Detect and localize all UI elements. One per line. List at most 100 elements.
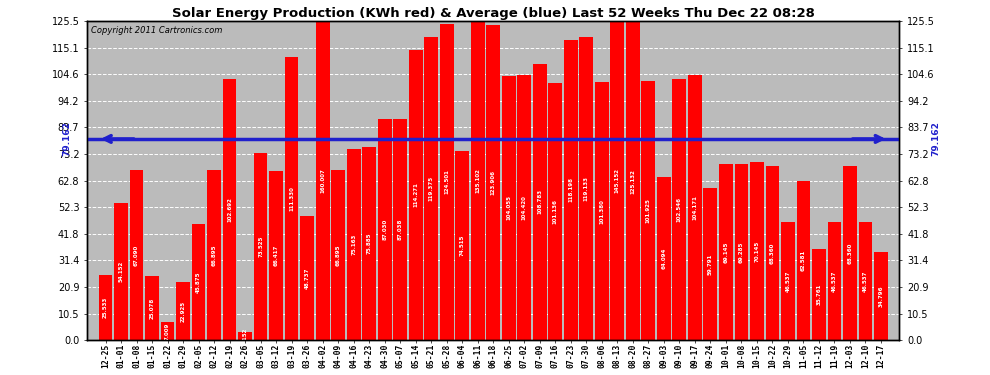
Bar bbox=[223, 79, 237, 340]
Text: 74.515: 74.515 bbox=[459, 235, 464, 256]
Bar bbox=[579, 37, 593, 340]
Text: 46.537: 46.537 bbox=[863, 270, 868, 292]
Bar bbox=[843, 166, 856, 340]
Bar bbox=[455, 151, 469, 340]
Text: 160.007: 160.007 bbox=[320, 168, 325, 193]
Bar bbox=[393, 119, 407, 340]
Bar bbox=[486, 25, 500, 340]
Text: 54.152: 54.152 bbox=[119, 261, 124, 282]
Bar bbox=[874, 252, 888, 340]
Text: 62.581: 62.581 bbox=[801, 250, 806, 271]
Text: Copyright 2011 Cartronics.com: Copyright 2011 Cartronics.com bbox=[91, 26, 223, 35]
Bar bbox=[269, 171, 283, 340]
Text: 68.360: 68.360 bbox=[847, 243, 852, 264]
Bar bbox=[611, 0, 624, 340]
Text: 69.145: 69.145 bbox=[724, 242, 729, 263]
Text: 135.102: 135.102 bbox=[475, 168, 480, 193]
Text: 118.198: 118.198 bbox=[568, 177, 573, 203]
Bar bbox=[425, 37, 438, 340]
Bar bbox=[239, 332, 252, 340]
Text: 34.796: 34.796 bbox=[878, 285, 883, 307]
Text: 75.163: 75.163 bbox=[351, 234, 356, 255]
Text: 79.162: 79.162 bbox=[62, 122, 71, 156]
Bar bbox=[781, 222, 795, 340]
Bar bbox=[409, 50, 423, 340]
Bar bbox=[362, 147, 376, 340]
Text: 101.136: 101.136 bbox=[552, 199, 557, 224]
Bar bbox=[828, 222, 842, 340]
Bar bbox=[688, 75, 702, 340]
Bar bbox=[719, 164, 733, 340]
Bar bbox=[735, 164, 748, 340]
Text: 46.537: 46.537 bbox=[785, 270, 790, 292]
Bar bbox=[518, 75, 531, 340]
Text: 46.537: 46.537 bbox=[832, 270, 837, 292]
Text: 66.895: 66.895 bbox=[212, 244, 217, 266]
Text: 3.152: 3.152 bbox=[243, 327, 248, 345]
Bar bbox=[797, 181, 810, 340]
Bar bbox=[207, 170, 221, 340]
Text: 124.501: 124.501 bbox=[445, 170, 449, 194]
Bar bbox=[160, 322, 174, 340]
Text: 102.546: 102.546 bbox=[677, 197, 682, 222]
Text: 67.090: 67.090 bbox=[134, 244, 140, 266]
Bar bbox=[858, 222, 872, 340]
Bar bbox=[99, 275, 113, 340]
Text: 66.895: 66.895 bbox=[336, 244, 341, 266]
Title: Solar Energy Production (KWh red) & Average (blue) Last 52 Weeks Thu Dec 22 08:2: Solar Energy Production (KWh red) & Aver… bbox=[172, 7, 815, 20]
Bar bbox=[316, 0, 330, 340]
Bar bbox=[285, 57, 299, 340]
Text: 25.533: 25.533 bbox=[103, 297, 108, 318]
Bar bbox=[812, 249, 826, 340]
Text: 22.925: 22.925 bbox=[180, 300, 186, 322]
Bar bbox=[114, 202, 128, 340]
Text: 145.152: 145.152 bbox=[615, 168, 620, 193]
Text: 87.038: 87.038 bbox=[398, 219, 403, 240]
Bar bbox=[192, 224, 206, 340]
Text: 79.162: 79.162 bbox=[932, 122, 940, 156]
Bar bbox=[176, 282, 190, 340]
Bar bbox=[346, 149, 360, 340]
Text: 7.009: 7.009 bbox=[165, 322, 170, 340]
Bar bbox=[300, 216, 314, 340]
Text: 35.761: 35.761 bbox=[817, 284, 822, 305]
Text: 123.906: 123.906 bbox=[491, 170, 496, 195]
Text: 69.285: 69.285 bbox=[739, 242, 743, 263]
Bar bbox=[440, 24, 453, 340]
Text: 125.132: 125.132 bbox=[631, 169, 636, 194]
Text: 25.078: 25.078 bbox=[149, 298, 154, 319]
Bar bbox=[626, 22, 640, 340]
Text: 102.692: 102.692 bbox=[227, 197, 233, 222]
Text: 66.417: 66.417 bbox=[273, 245, 278, 267]
Text: 70.145: 70.145 bbox=[754, 240, 759, 262]
Text: 59.791: 59.791 bbox=[708, 254, 713, 275]
Text: 101.380: 101.380 bbox=[599, 199, 604, 224]
Bar bbox=[642, 81, 655, 340]
Text: 119.133: 119.133 bbox=[584, 176, 589, 201]
Text: 68.360: 68.360 bbox=[770, 243, 775, 264]
Text: 111.330: 111.330 bbox=[289, 186, 294, 211]
Text: 114.271: 114.271 bbox=[413, 183, 418, 207]
Bar bbox=[765, 166, 779, 340]
Bar bbox=[595, 82, 609, 340]
Bar bbox=[332, 170, 345, 340]
Text: 108.783: 108.783 bbox=[538, 189, 543, 214]
Bar bbox=[657, 177, 670, 340]
Text: 104.055: 104.055 bbox=[506, 195, 511, 220]
Text: 104.420: 104.420 bbox=[522, 195, 527, 220]
Bar bbox=[130, 170, 144, 340]
Bar bbox=[146, 276, 159, 340]
Text: 75.885: 75.885 bbox=[366, 233, 371, 255]
Text: 119.375: 119.375 bbox=[429, 176, 434, 201]
Text: 104.171: 104.171 bbox=[692, 195, 697, 220]
Text: 101.925: 101.925 bbox=[645, 198, 650, 223]
Bar bbox=[704, 188, 717, 340]
Bar bbox=[750, 162, 763, 340]
Text: 48.737: 48.737 bbox=[305, 267, 310, 289]
Bar bbox=[253, 153, 267, 340]
Bar bbox=[533, 64, 546, 340]
Bar bbox=[502, 76, 516, 340]
Bar bbox=[564, 40, 577, 340]
Text: 87.030: 87.030 bbox=[382, 219, 387, 240]
Text: 73.525: 73.525 bbox=[258, 236, 263, 257]
